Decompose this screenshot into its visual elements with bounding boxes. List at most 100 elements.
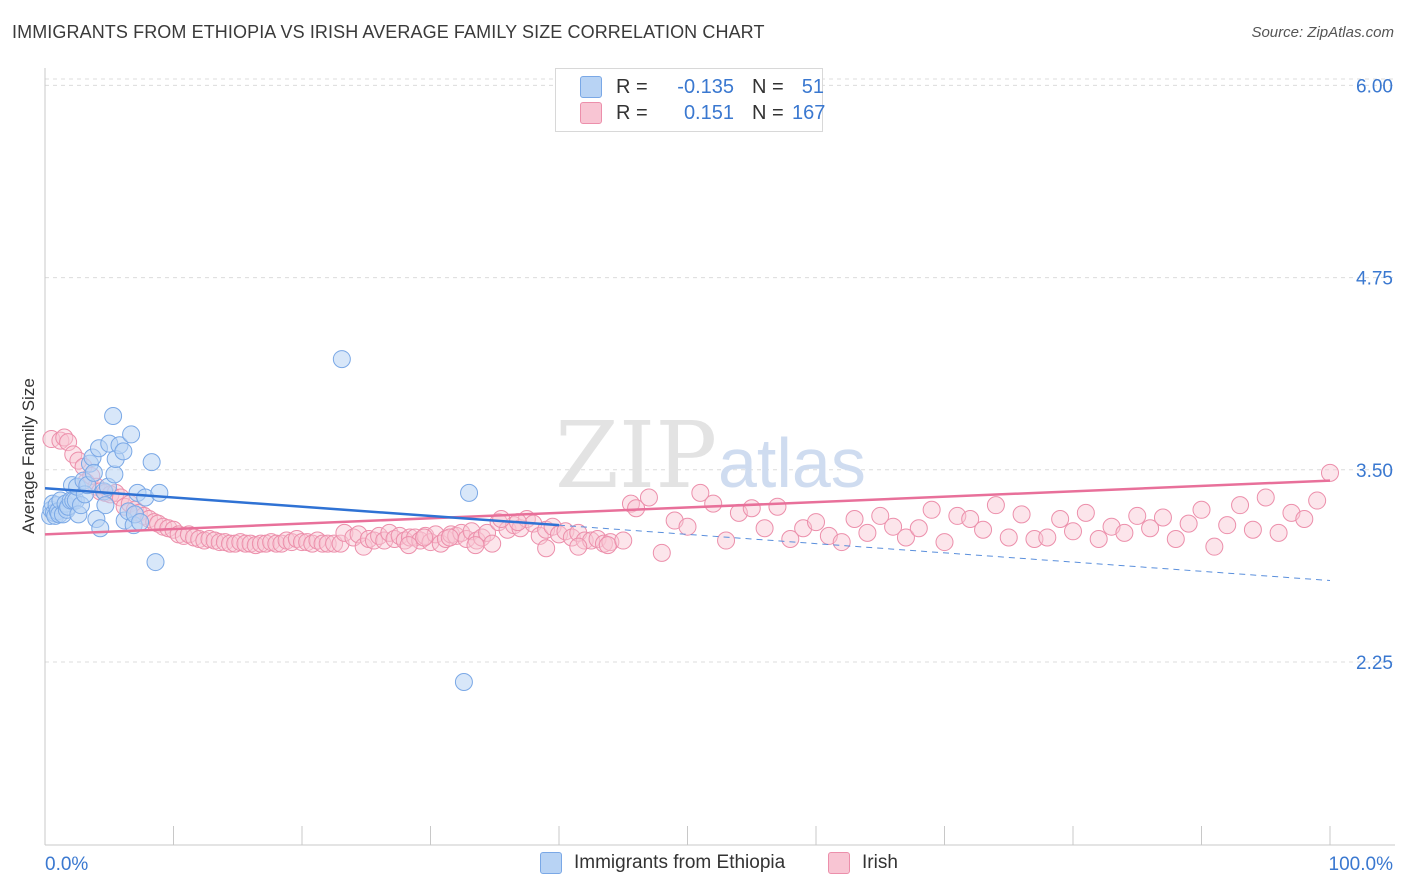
irish-point (807, 513, 825, 532)
legend-n-label: N = (752, 75, 784, 98)
irish-point (1012, 505, 1031, 524)
irish-point (1141, 519, 1160, 538)
irish-point (318, 534, 337, 553)
bottom-swatch-ethiopia (540, 852, 562, 874)
irish-point (935, 533, 954, 552)
irish-point (1269, 523, 1288, 542)
irish-point (1205, 537, 1224, 556)
legend-n-label: N = (752, 101, 784, 124)
irish-point (1192, 500, 1211, 519)
tick-labels: 2.25 3.50 4.75 6.00 0.0% 100.0% (45, 76, 1393, 875)
irish-point (601, 533, 620, 552)
irish-point (614, 531, 633, 550)
irish-point (569, 537, 588, 556)
irish-point (922, 500, 941, 519)
irish-point (1295, 510, 1314, 529)
y-tick-label: 4.75 (1356, 269, 1393, 290)
legend-row-irish: R = 0.151 N = 167 (580, 101, 826, 125)
legend-n-value-ethiopia: 51 (801, 75, 824, 98)
ethiopia-point (150, 483, 169, 502)
irish-point (704, 494, 723, 513)
irish-point (961, 510, 980, 529)
irish-point (1089, 529, 1108, 548)
irish-point (845, 510, 864, 529)
irish-point (149, 514, 168, 533)
y-tick-label: 3.50 (1356, 461, 1393, 482)
ethiopia-point (332, 350, 351, 369)
ethiopia-point (104, 406, 123, 425)
irish-point (1308, 491, 1327, 510)
bottom-legend-ethiopia: Immigrants from Ethiopia (540, 852, 785, 874)
source-label: Source: ZipAtlas.com (1251, 24, 1394, 41)
irish-point (639, 488, 658, 507)
irish-point (717, 531, 736, 550)
y-tick-label: 6.00 (1356, 76, 1393, 97)
irish-point (462, 522, 481, 541)
irish-point (1115, 523, 1134, 542)
bottom-legend-irish: Irish (828, 852, 898, 874)
axes (44, 68, 1395, 846)
irish-point (344, 528, 363, 547)
ethiopia-point (146, 553, 165, 572)
legend-r-label: R = (616, 75, 648, 98)
ethiopia-point (460, 483, 479, 502)
correlation-legend: R = -0.135 N = 51 R = 0.151 N = 167 (555, 68, 826, 132)
irish-point (858, 523, 877, 542)
irish-point (1153, 508, 1172, 527)
x-tick-label-min: 0.0% (45, 854, 88, 875)
y-axis-label: Average Family Size (19, 378, 38, 534)
legend-n-value-irish: 167 (792, 101, 826, 124)
bottom-legend-label-ethiopia: Immigrants from Ethiopia (574, 852, 786, 873)
irish-point (1025, 529, 1044, 548)
irish-point (492, 510, 511, 529)
bottom-swatch-irish (828, 852, 850, 874)
irish-point (399, 536, 418, 555)
irish-point (1179, 514, 1198, 533)
ethiopia-point (142, 453, 161, 472)
irish-point (1256, 488, 1275, 507)
irish-point (537, 539, 556, 558)
irish-point (1166, 529, 1185, 548)
ethiopia-point (84, 463, 103, 482)
irish-point (781, 529, 800, 548)
irish-point (652, 543, 671, 562)
irish-point (335, 523, 354, 542)
irish-point (742, 499, 761, 518)
x-tick-label-max: 100.0% (1329, 854, 1394, 875)
trend-lines (44, 479, 1331, 582)
ethiopia-point (105, 465, 124, 484)
irish-point (974, 520, 993, 539)
legend-row-ethiopia: R = -0.135 N = 51 (580, 75, 824, 99)
grid-lines (45, 78, 1395, 663)
irish-point (678, 517, 697, 536)
irish-point (303, 534, 322, 553)
ethiopia-point (122, 425, 141, 444)
ethiopia-point (96, 496, 115, 515)
irish-point (415, 528, 434, 547)
watermark-atlas: atlas (718, 424, 866, 502)
y-tick-label: 2.25 (1356, 653, 1393, 674)
irish-point (755, 519, 774, 538)
irish-point (1038, 528, 1057, 547)
irish-point (1321, 463, 1339, 482)
irish-trend-line (44, 479, 1331, 536)
irish-point (598, 536, 617, 555)
irish-point (1231, 496, 1250, 515)
irish-point (426, 525, 445, 544)
irish-point (466, 536, 485, 555)
ethiopia-points (41, 350, 479, 692)
irish-point (1128, 506, 1147, 525)
ethiopia-point (114, 442, 133, 461)
legend-swatch-irish (580, 102, 602, 124)
legend-r-label: R = (616, 101, 648, 124)
legend-r-value-ethiopia: -0.135 (677, 75, 734, 98)
watermark-zip: ZIP (555, 402, 717, 509)
bottom-legend-label-irish: Irish (862, 852, 898, 873)
watermark: ZIP atlas (555, 402, 866, 509)
irish-point (909, 519, 928, 538)
irish-point (1064, 522, 1082, 541)
irish-point (1243, 520, 1262, 539)
irish-point (1218, 516, 1237, 535)
irish-point (267, 534, 286, 553)
